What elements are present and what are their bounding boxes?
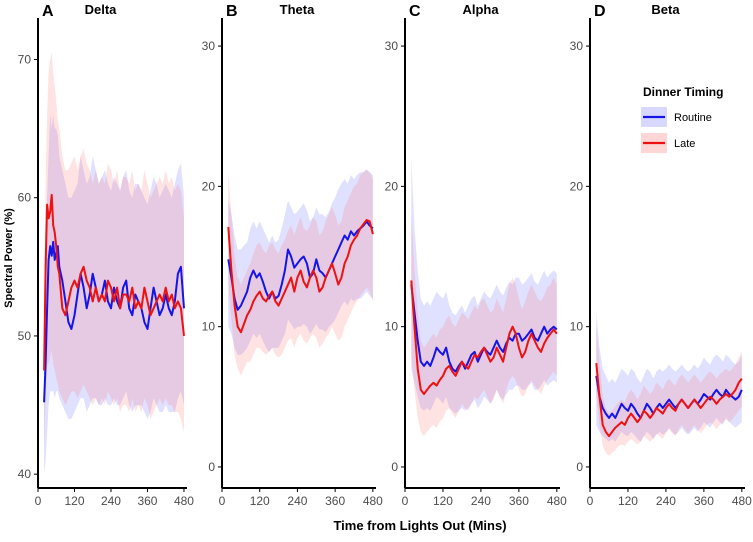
late-line-beta — [595, 363, 743, 438]
routine-line-beta — [595, 375, 743, 419]
legend-item-late: Late — [641, 133, 695, 153]
x-tick-label: 0 — [587, 494, 594, 508]
x-tick-label: 0 — [35, 494, 42, 508]
y-axis-label: Spectral Power (%) — [3, 208, 15, 308]
routine-line-theta — [227, 220, 374, 311]
routine-band-theta — [228, 169, 373, 355]
x-tick-label: 120 — [64, 494, 84, 508]
late-line-theta — [227, 219, 374, 334]
panel-theta: 0 10 20 30 0 120 240 360 480 B Theta — [202, 2, 384, 508]
y-tick-label: 0 — [391, 460, 398, 474]
panel-title: Theta — [280, 2, 315, 17]
y-tick-label: 40 — [18, 467, 32, 481]
x-tick-label: 360 — [509, 494, 529, 508]
panel-letter: C — [409, 3, 421, 20]
y-tick-label: 30 — [202, 39, 216, 53]
x-tick-label: 240 — [471, 494, 491, 508]
legend-item-routine: Routine — [641, 107, 712, 127]
routine-band-delta — [44, 114, 184, 475]
y-tick-label: 30 — [385, 39, 399, 53]
panels: 40 50 60 70 0 120 240 360 480 A Delta 0 10 20 30 0 120 24… — [18, 2, 753, 508]
y-tick-label: 10 — [202, 320, 216, 334]
y-tick-label: 50 — [18, 329, 32, 343]
late-band-delta — [44, 52, 184, 447]
legend: Dinner Timing Routine Late — [641, 85, 723, 153]
panel-title: Beta — [651, 2, 680, 17]
y-tick-label: 20 — [570, 179, 584, 193]
y-tick-label: 20 — [202, 179, 216, 193]
y-tick-label: 10 — [570, 320, 584, 334]
x-tick-label: 240 — [656, 494, 676, 508]
y-tick-label: 0 — [576, 460, 583, 474]
late-line-alpha — [410, 280, 558, 395]
x-tick-label: 120 — [433, 494, 453, 508]
legend-label-routine: Routine — [674, 112, 712, 124]
x-tick-label: 120 — [618, 494, 638, 508]
x-tick-label: 480 — [732, 494, 752, 508]
x-tick-label: 480 — [174, 494, 194, 508]
panel-letter: A — [42, 3, 54, 20]
y-tick-label: 60 — [18, 191, 32, 205]
x-tick-label: 0 — [402, 494, 409, 508]
panel-delta: 40 50 60 70 0 120 240 360 480 A Delta — [18, 2, 195, 508]
panel-title: Delta — [85, 2, 118, 17]
x-tick-label: 480 — [547, 494, 567, 508]
panel-letter: D — [594, 3, 606, 20]
y-tick-label: 0 — [208, 460, 215, 474]
x-tick-label: 240 — [101, 494, 121, 508]
x-tick-label: 240 — [287, 494, 307, 508]
panel-beta: 0 10 20 30 0 120 240 360 480 D Beta — [570, 2, 753, 508]
routine-band-beta — [596, 312, 742, 442]
x-tick-label: 360 — [694, 494, 714, 508]
y-tick-label: 10 — [385, 320, 399, 334]
x-axis-label: Time from Lights Out (Mins) — [333, 518, 506, 533]
x-tick-label: 360 — [137, 494, 157, 508]
late-line-delta — [43, 193, 185, 371]
x-tick-label: 360 — [325, 494, 345, 508]
late-band-alpha — [411, 214, 557, 437]
x-tick-label: 480 — [363, 494, 383, 508]
x-tick-label: 0 — [219, 494, 226, 508]
late-band-beta — [596, 326, 742, 456]
panel-alpha: 0 10 20 30 0 120 240 360 480 C Alpha — [385, 2, 568, 508]
y-tick-label: 20 — [385, 179, 399, 193]
legend-title: Dinner Timing — [643, 85, 723, 99]
panel-letter: B — [226, 3, 238, 20]
x-tick-label: 120 — [250, 494, 270, 508]
y-tick-label: 30 — [570, 39, 584, 53]
legend-label-late: Late — [674, 138, 695, 150]
panel-title: Alpha — [462, 2, 499, 17]
y-tick-label: 70 — [18, 52, 32, 66]
